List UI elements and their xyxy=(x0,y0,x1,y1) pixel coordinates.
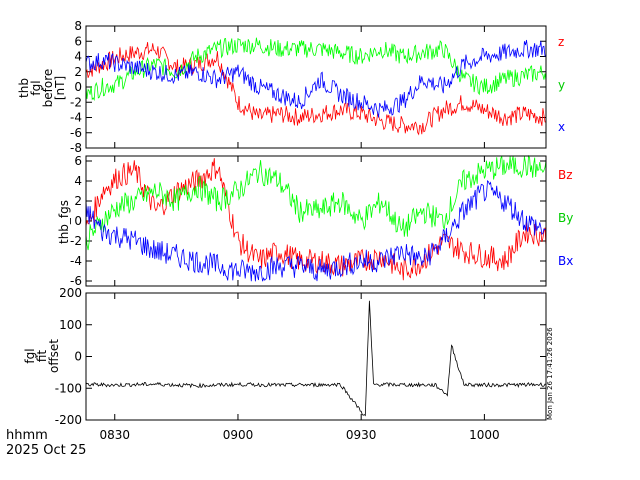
panel-1-ylabel-line-1: thb xyxy=(17,78,31,98)
y-tick-label: 6 xyxy=(74,154,82,168)
panel-3-series xyxy=(85,300,547,417)
x-axis-ticks: 0830 0900 0930 1000 xyxy=(99,428,499,442)
legend-bz: Bz xyxy=(558,168,573,182)
series-line-bz xyxy=(85,158,547,281)
panel-2-ticks: -6 -4 -2 0 2 4 6 xyxy=(70,154,546,288)
x-tick-label: 0830 xyxy=(99,428,130,442)
panel-3-ylabel-line-3: offset xyxy=(47,339,61,373)
series-line-bx xyxy=(85,179,547,282)
y-tick-label: 100 xyxy=(59,318,82,332)
y-tick-label: 0 xyxy=(74,214,82,228)
y-tick-label: 2 xyxy=(74,65,82,79)
panel-fit-offset: -200 -100 0 100 200 fgl fit offset Mon Jan 2… xyxy=(23,286,554,427)
panel-2-frame xyxy=(85,155,547,287)
y-tick-label: -200 xyxy=(55,413,82,427)
panel-2-series xyxy=(85,154,547,282)
y-tick-label: 8 xyxy=(74,19,82,33)
panel-3-frame xyxy=(85,292,547,421)
series-line-by xyxy=(85,154,547,251)
legend-bx: Bx xyxy=(558,254,573,268)
y-tick-label: 4 xyxy=(74,174,82,188)
panel-fgs: -6 -4 -2 0 2 4 6 thb_fgs Bz By Bx xyxy=(57,154,573,288)
panel-1-ylabel-line-2: fgl xyxy=(29,80,43,95)
creation-timestamp: Mon Jan 26 17:41:26 2026 xyxy=(546,327,554,420)
y-tick-label: -4 xyxy=(70,254,82,268)
y-tick-label: -100 xyxy=(55,381,82,395)
series-line-x xyxy=(85,39,547,118)
series-line-z xyxy=(85,42,547,136)
date-label: 2025 Oct 25 xyxy=(6,443,86,458)
y-tick-label: 6 xyxy=(74,34,82,48)
x-tick-label: 1000 xyxy=(469,428,500,442)
y-tick-label: 200 xyxy=(59,286,82,300)
panel-1-frame xyxy=(85,25,547,149)
y-tick-label: -2 xyxy=(70,95,82,109)
y-tick-label: 2 xyxy=(74,194,82,208)
panel-3-ticks: -200 -100 0 100 200 xyxy=(55,286,546,427)
y-tick-label: -6 xyxy=(70,274,82,288)
panel-1-ylabel-line-4: [nT] xyxy=(53,76,67,100)
panel-2-ylabel: thb_fgs xyxy=(57,200,71,244)
series-line-offset xyxy=(85,300,547,417)
y-tick-label: 0 xyxy=(74,350,82,364)
x-tick-label: 0930 xyxy=(346,428,377,442)
y-tick-label: 0 xyxy=(74,80,82,94)
panel-3-ylabel-line-2: fit xyxy=(35,350,49,363)
series-line-y xyxy=(85,37,547,102)
legend-z: z xyxy=(558,35,564,49)
y-tick-label: 4 xyxy=(74,50,82,64)
x-tick-label: 0900 xyxy=(223,428,254,442)
legend-x: x xyxy=(558,120,565,134)
time-format-label: hhmm xyxy=(6,428,48,443)
y-tick-label: -6 xyxy=(70,126,82,140)
panel-1-series xyxy=(85,37,547,136)
y-tick-label: -2 xyxy=(70,234,82,248)
panel-3-ylabel-line-1: fgl xyxy=(23,348,37,363)
y-tick-label: -8 xyxy=(70,141,82,155)
legend-by: By xyxy=(558,211,573,225)
y-tick-label: -4 xyxy=(70,111,82,125)
legend-y: y xyxy=(558,78,565,92)
panel-1-ylabel-line-3: before xyxy=(41,69,55,108)
